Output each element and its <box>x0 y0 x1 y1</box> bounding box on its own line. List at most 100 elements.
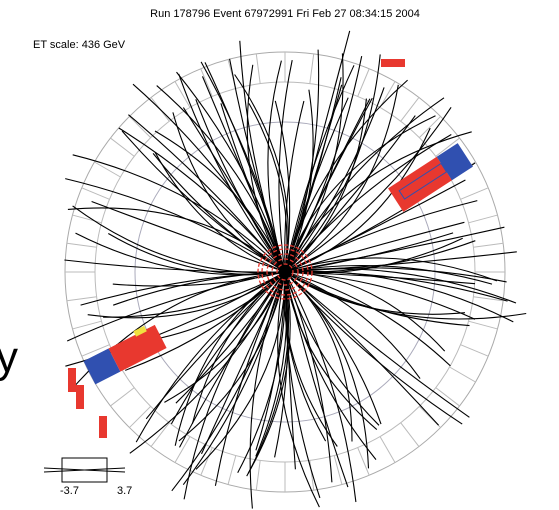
side-label: y <box>0 333 18 382</box>
segment-line <box>174 436 191 463</box>
track <box>284 134 452 273</box>
vertex-ring <box>261 248 309 296</box>
track <box>284 251 517 273</box>
track <box>284 200 478 273</box>
track <box>249 271 286 509</box>
track <box>121 130 286 273</box>
segment-line <box>309 460 315 491</box>
track <box>171 271 286 492</box>
track <box>214 271 286 486</box>
vertex-ring <box>266 253 304 291</box>
track <box>274 271 289 458</box>
track <box>112 271 286 287</box>
track <box>277 271 320 508</box>
track <box>64 259 286 273</box>
segment-line <box>418 116 441 139</box>
vertex-core <box>257 244 313 300</box>
track <box>284 30 351 273</box>
legend-min: -3.7 <box>60 485 79 497</box>
segment-line <box>227 455 237 485</box>
segment-line <box>200 68 213 97</box>
track <box>118 127 286 273</box>
legend-max: 3.7 <box>117 485 132 497</box>
track <box>284 115 416 273</box>
muon-hit <box>68 368 76 392</box>
track <box>284 271 380 426</box>
segment-line <box>174 81 191 108</box>
track <box>284 271 527 320</box>
segment-line <box>460 344 489 357</box>
segment-line <box>129 405 152 428</box>
tower-top-right <box>388 143 473 212</box>
track <box>91 200 286 273</box>
track <box>204 62 286 273</box>
track <box>284 257 498 282</box>
track <box>195 99 286 273</box>
track <box>284 271 470 418</box>
track <box>284 271 357 503</box>
track <box>201 76 286 273</box>
track <box>174 271 286 446</box>
vertex-ring <box>257 244 313 300</box>
track <box>200 61 286 273</box>
track <box>178 271 286 442</box>
small-tower <box>133 325 147 337</box>
track <box>247 271 290 474</box>
track <box>284 55 363 273</box>
segment-line <box>468 214 498 224</box>
segment-line <box>255 460 261 491</box>
track <box>246 64 286 273</box>
em-tower <box>108 324 167 372</box>
track <box>108 233 286 275</box>
segment-line <box>460 187 489 200</box>
track <box>113 271 286 306</box>
track <box>284 271 440 426</box>
muon-hit <box>76 385 84 409</box>
track <box>284 77 342 273</box>
track <box>278 59 293 273</box>
track <box>239 40 286 273</box>
segment-line <box>357 68 370 97</box>
segment-line <box>94 161 121 178</box>
em-tower <box>398 162 448 200</box>
segment-line <box>309 53 315 84</box>
track <box>274 100 291 273</box>
event-title: Run 178796 Event 67972991 Fri Feb 27 08:… <box>150 8 420 20</box>
track <box>284 271 353 442</box>
segment-line <box>66 242 97 248</box>
segment-line <box>150 422 170 447</box>
track <box>284 271 421 379</box>
track <box>284 106 452 273</box>
track <box>103 271 286 318</box>
track <box>284 270 514 323</box>
muon-hit <box>381 59 405 67</box>
track <box>170 271 286 425</box>
track <box>87 271 286 319</box>
segment-line <box>449 366 476 383</box>
segment-line <box>110 137 135 157</box>
segment-line <box>400 422 420 447</box>
had-tower <box>436 143 473 181</box>
track <box>154 151 286 273</box>
track <box>284 271 377 460</box>
muon-hit <box>99 416 107 438</box>
tracks <box>64 30 527 509</box>
track <box>175 271 286 404</box>
legend-line <box>43 467 126 473</box>
track <box>183 271 286 500</box>
had-tower <box>83 348 121 385</box>
track <box>284 271 378 431</box>
track <box>284 97 445 273</box>
segment-line <box>379 436 396 463</box>
track <box>178 73 286 273</box>
track <box>129 271 286 454</box>
segment-line <box>200 447 213 476</box>
track <box>284 237 463 274</box>
segment-line <box>110 387 135 407</box>
track <box>156 85 286 273</box>
track <box>182 107 286 273</box>
segment-line <box>473 296 504 302</box>
vertex-ring <box>276 263 294 281</box>
segment-line <box>81 344 110 357</box>
